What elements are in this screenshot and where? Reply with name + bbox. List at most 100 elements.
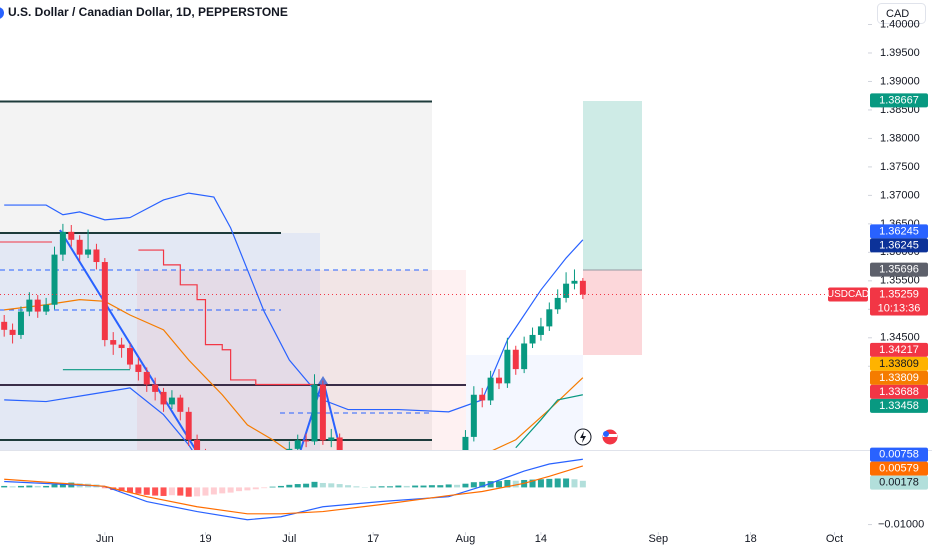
histogram-bar [219, 487, 226, 494]
candle-body [26, 299, 33, 312]
candle-body [34, 299, 41, 312]
candle-body [462, 436, 469, 450]
candle-body [303, 440, 310, 442]
x-tick-label: 19 [199, 533, 211, 545]
candle-body [319, 384, 326, 441]
signal-line [4, 465, 584, 515]
histogram-bar [286, 484, 293, 488]
price-badge [870, 93, 928, 108]
price-badge [870, 475, 928, 490]
y-tick-label: 1.37000 [880, 189, 920, 201]
histogram-bar [428, 485, 435, 488]
histogram-bar [101, 487, 108, 489]
candle-body [504, 349, 511, 384]
price-badge-label: 1.33809 [879, 358, 919, 370]
histogram-bar [370, 486, 377, 488]
histogram-bar [537, 479, 544, 488]
candle-body [286, 448, 293, 450]
candle-body [17, 311, 24, 335]
y-tick-label: 1.35500 [880, 275, 920, 287]
histogram-bar [194, 487, 201, 497]
candle-body [470, 394, 477, 437]
candle-body [495, 377, 502, 384]
candle-body [546, 309, 553, 327]
candle-body [85, 249, 92, 255]
histogram-bar [143, 487, 150, 495]
indicator-line [4, 299, 584, 450]
zone [137, 270, 466, 450]
candle-body [59, 231, 66, 255]
candle-body [168, 397, 175, 405]
symbol-badge [828, 287, 868, 302]
histogram-bar [546, 478, 553, 488]
histogram-bar [319, 482, 326, 488]
candle-body [135, 364, 142, 372]
histogram-bar [118, 487, 125, 492]
histogram-bar [353, 486, 360, 488]
price-badge [870, 224, 928, 239]
range-box [0, 101, 432, 450]
flag-canton [603, 431, 609, 437]
price-badge [870, 370, 928, 385]
histogram-bar [244, 487, 251, 491]
histogram-bar [336, 484, 343, 488]
flag-stripe [603, 434, 617, 437]
histogram-bar [345, 485, 352, 488]
histogram-bar [445, 484, 452, 488]
histogram-bar [202, 487, 209, 496]
histogram-bar [168, 487, 175, 496]
price-badge [870, 398, 928, 413]
candle-body [194, 439, 201, 450]
pattern-line[interactable] [59, 229, 197, 452]
histogram-bar [512, 480, 519, 488]
y2-tick-label: −0.01000 [878, 518, 924, 530]
histogram-bar [462, 483, 469, 488]
countdown: 10:13:36 [878, 302, 921, 314]
histogram-bar [487, 481, 494, 488]
pattern-marker [318, 376, 328, 384]
target-zone[interactable] [583, 101, 642, 270]
price-badge [870, 447, 928, 462]
histogram-bar [236, 487, 243, 492]
histogram-bar [1, 485, 8, 488]
stop-zone[interactable] [583, 270, 642, 355]
candle-body [487, 377, 494, 401]
x-tick-label: Sep [649, 533, 669, 545]
price-badge [870, 287, 928, 316]
histogram-bar [51, 484, 58, 488]
y-tick-label: 1.39000 [880, 75, 920, 87]
candle-body [479, 394, 486, 401]
candle-body [177, 397, 184, 412]
candle-body [51, 254, 58, 305]
candle-body [9, 329, 16, 335]
indicator-line [4, 387, 193, 450]
price-badge-label: 1.34217 [879, 344, 919, 356]
x-tick-label: Aug [456, 533, 476, 545]
histogram-bar [579, 480, 586, 488]
candle-body [554, 297, 561, 310]
histogram-bar [571, 479, 578, 488]
histogram-bar [420, 485, 427, 488]
candle-body [521, 343, 528, 370]
histogram-bar [126, 487, 133, 493]
candle-body [185, 411, 192, 440]
currency[interactable]: CAD [886, 8, 909, 20]
candle-body [336, 437, 343, 450]
candle-body [563, 283, 570, 298]
y-tick-label: 1.39500 [880, 47, 920, 59]
x-tick-label: Jun [96, 533, 114, 545]
symbol-label: USDCAD [827, 289, 869, 300]
histogram-bar [378, 486, 385, 488]
histogram-bar [261, 487, 268, 489]
histogram-bar [479, 481, 486, 488]
candle-body [68, 231, 75, 240]
price-badge [870, 238, 928, 253]
histogram-bar [43, 485, 50, 488]
x-tick-label: Oct [826, 533, 843, 545]
currency-button-frame[interactable] [877, 3, 926, 24]
candle-body [579, 280, 586, 295]
currency-button[interactable]: CAD [877, 3, 926, 24]
price-badge [870, 342, 928, 357]
histogram-bar [177, 487, 184, 496]
candle-body [328, 437, 335, 441]
